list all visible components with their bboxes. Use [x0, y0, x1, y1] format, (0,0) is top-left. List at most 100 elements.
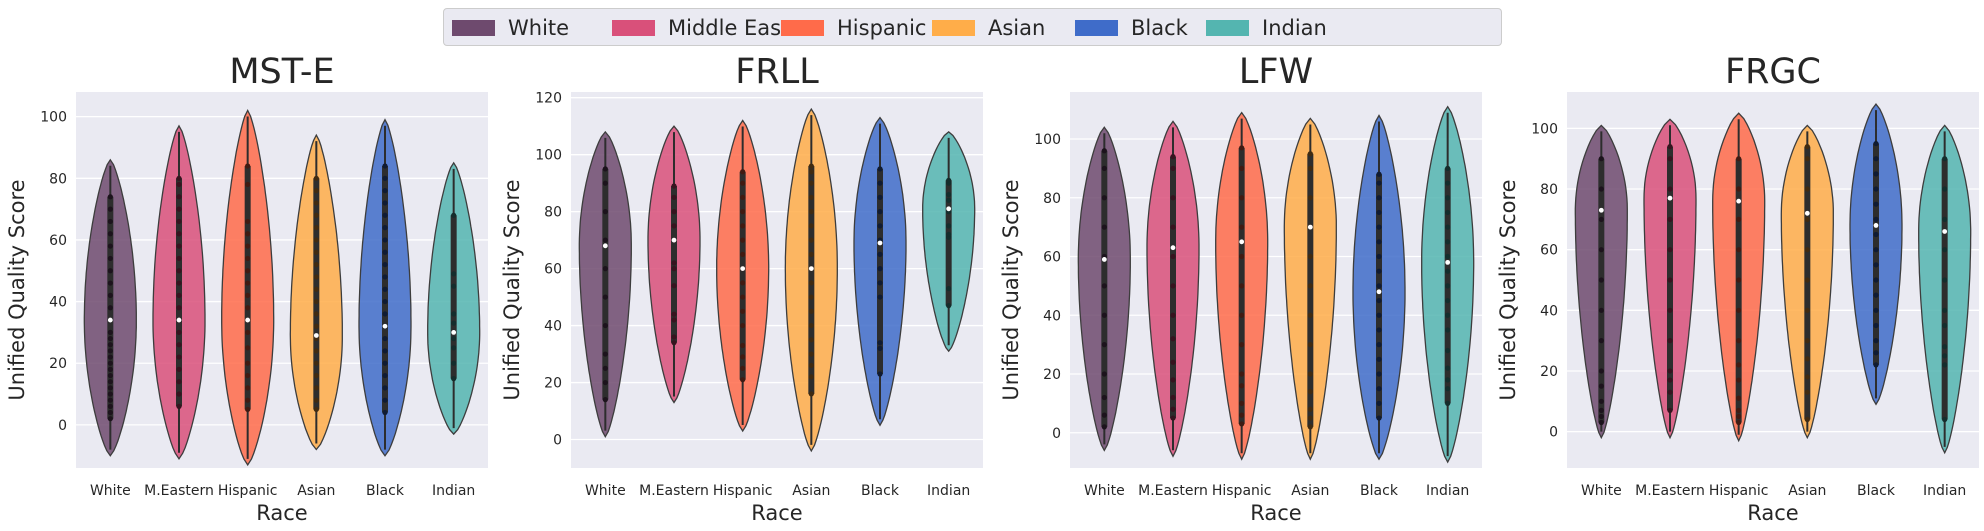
data-point — [1873, 338, 1879, 344]
data-point — [1101, 195, 1107, 201]
median-marker — [946, 206, 952, 212]
data-point — [1101, 224, 1107, 230]
data-point — [107, 305, 113, 311]
data-point — [451, 212, 457, 218]
data-point — [1170, 336, 1176, 342]
data-point — [808, 322, 814, 329]
data-point — [1667, 377, 1673, 383]
data-point — [1307, 165, 1313, 171]
median-marker — [1667, 195, 1673, 201]
data-point — [1942, 156, 1948, 162]
y-tick-label: 80 — [49, 171, 67, 187]
data-point — [107, 243, 113, 249]
data-point — [1101, 148, 1107, 154]
data-point — [176, 194, 182, 200]
data-point — [1307, 151, 1313, 157]
chart-3: 0 20 40 60 80 100 White M.Eastern Hispanic Asian B… — [1496, 52, 1979, 525]
data-point — [313, 323, 319, 329]
data-point — [1873, 292, 1879, 298]
data-point — [1736, 419, 1742, 426]
data-point — [1667, 407, 1673, 413]
x-axis-label: Race — [1250, 501, 1301, 525]
y-tick-label: 80 — [1043, 191, 1061, 207]
data-point — [1170, 415, 1176, 421]
legend-label: White — [508, 16, 570, 40]
data-point — [740, 308, 746, 314]
x-tick-label: White — [1581, 483, 1622, 499]
data-point — [451, 311, 457, 317]
data-point — [1667, 338, 1673, 344]
x-tick-label: Asian — [1788, 483, 1826, 499]
y-tick-label: 40 — [1043, 308, 1061, 324]
data-point — [1307, 424, 1313, 430]
data-point — [1736, 216, 1742, 222]
data-point — [1445, 312, 1451, 318]
median-marker — [808, 266, 814, 272]
y-tick-label: 80 — [1540, 182, 1558, 198]
data-point — [451, 345, 457, 351]
data-point — [176, 391, 182, 397]
data-point — [245, 305, 251, 311]
y-axis-label: Unified Quality Score — [999, 179, 1023, 400]
data-point — [313, 311, 319, 317]
data-point — [313, 175, 319, 181]
data-point — [313, 298, 319, 305]
data-point — [313, 237, 319, 243]
data-point — [1170, 165, 1176, 171]
data-point — [107, 348, 113, 354]
data-point — [877, 194, 883, 200]
data-point — [451, 271, 457, 277]
data-point — [740, 180, 746, 186]
data-point — [245, 255, 251, 262]
data-point — [1445, 347, 1451, 354]
data-point — [1307, 371, 1313, 377]
data-point — [1307, 312, 1313, 318]
y-tick-label: 0 — [58, 418, 67, 434]
data-point — [1170, 359, 1176, 365]
x-axis-label: Race — [1747, 501, 1798, 525]
data-point — [107, 372, 113, 379]
data-point — [808, 337, 814, 343]
data-point — [1736, 277, 1742, 283]
data-point — [602, 266, 608, 272]
data-point — [313, 274, 319, 280]
data-point — [808, 223, 814, 229]
data-point — [245, 385, 251, 391]
data-point — [740, 251, 746, 257]
median-marker — [1101, 257, 1107, 262]
data-point — [1170, 154, 1176, 160]
x-tick-label: Asian — [1291, 483, 1329, 499]
data-point — [1804, 416, 1810, 423]
x-tick-label: Indian — [1923, 483, 1966, 499]
data-point — [1170, 406, 1176, 412]
y-tick-label: 60 — [1540, 243, 1558, 259]
data-point — [1598, 307, 1604, 313]
data-point — [313, 225, 319, 231]
data-point — [1804, 389, 1810, 395]
data-point — [1170, 253, 1176, 260]
data-point — [602, 397, 608, 403]
data-point — [1101, 424, 1107, 430]
data-point — [1942, 247, 1948, 253]
data-point — [382, 348, 388, 354]
data-point — [1239, 342, 1245, 348]
x-tick-label: Black — [366, 483, 405, 499]
data-point — [176, 292, 182, 299]
x-tick-label: Black — [861, 483, 900, 499]
data-point — [1239, 421, 1245, 427]
data-point — [1445, 386, 1451, 392]
data-point — [1101, 283, 1107, 289]
y-tick-label: 100 — [1531, 121, 1558, 137]
data-point — [107, 255, 113, 262]
data-point — [1445, 239, 1451, 245]
data-point — [1170, 394, 1176, 401]
data-point — [1376, 356, 1382, 362]
data-point — [1445, 224, 1451, 230]
data-point — [245, 329, 251, 335]
data-point — [1667, 368, 1673, 374]
data-point — [245, 231, 251, 237]
data-point — [245, 372, 251, 379]
legend-swatch — [612, 20, 655, 36]
y-tick-label: 40 — [49, 295, 67, 311]
y-tick-label: 60 — [49, 233, 67, 249]
